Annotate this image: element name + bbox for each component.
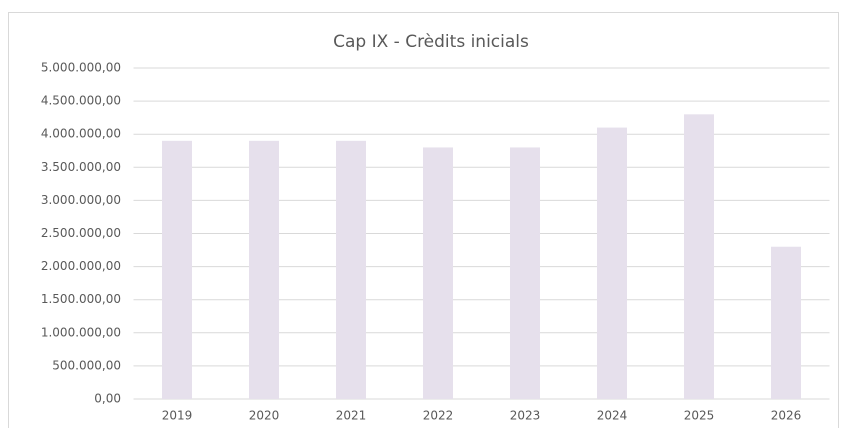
x-tick-label: 2023 [510,409,541,423]
bar [423,147,453,399]
x-tick-label: 2025 [684,409,715,423]
y-tick-label: 4.500.000,00 [41,94,121,108]
y-tick-label: 1.000.000,00 [41,325,121,339]
x-tick-label: 2026 [771,409,802,423]
x-tick-label: 2019 [162,409,193,423]
bar [336,140,366,399]
y-tick-label: 1.500.000,00 [41,292,121,306]
bar [597,127,627,399]
x-tick-label: 2024 [597,409,628,423]
y-tick-label: 0,00 [94,392,121,406]
chart-title: Cap IX - Crèdits inicials [333,32,529,52]
y-tick-label: 3.500.000,00 [41,160,121,174]
bar [510,147,540,399]
y-tick-label: 2.500.000,00 [41,226,121,240]
bar [162,140,192,399]
x-tick-label: 2021 [336,409,367,423]
bar [249,140,279,399]
y-tick-label: 500.000,00 [52,358,121,372]
y-tick-label: 3.000.000,00 [41,193,121,207]
bar [771,246,801,399]
y-tick-label: 2.000.000,00 [41,259,121,273]
x-tick-label: 2020 [249,409,280,423]
y-tick-label: 4.000.000,00 [41,127,121,141]
x-tick-label: 2022 [423,409,454,423]
y-tick-label: 5.000.000,00 [41,61,121,75]
bar [684,114,714,399]
